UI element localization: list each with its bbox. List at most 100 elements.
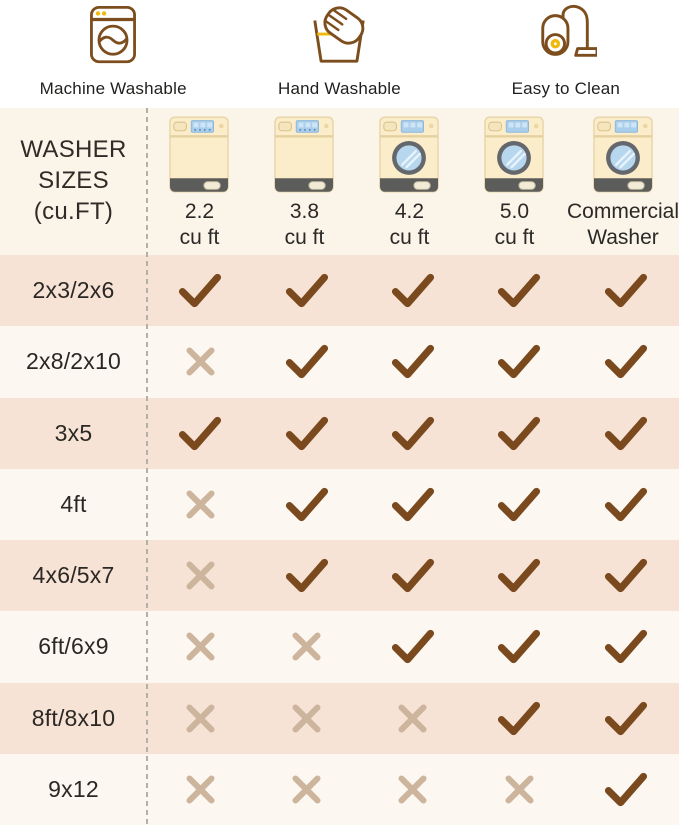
- check-mark-cell: [573, 398, 679, 469]
- corner-header-line: SIZES: [38, 167, 109, 195]
- table-rows: 2x3/2x6 2x8/2x10 3x5: [0, 255, 679, 825]
- check-icon: [285, 416, 328, 450]
- check-mark-cell: [253, 540, 359, 611]
- check-mark-cell: [466, 255, 572, 326]
- check-icon: [604, 630, 647, 664]
- table-row: 9x12: [0, 753, 679, 825]
- cross-icon: [186, 490, 215, 519]
- check-mark-cell: [573, 683, 679, 754]
- column-unit-label: cu ft: [389, 226, 430, 250]
- cross-icon: [186, 775, 215, 804]
- row-size-label: 2x3/2x6: [32, 277, 115, 304]
- corner-header: WASHER SIZES (cu.FT): [0, 108, 147, 255]
- check-mark-cell: [253, 255, 359, 326]
- check-mark-cell: [573, 326, 679, 397]
- corner-header-line: WASHER: [20, 136, 127, 164]
- check-icon: [604, 345, 647, 379]
- washer-topload-icon: [169, 116, 230, 196]
- compatibility-table: WASHER SIZES (cu.FT): [0, 108, 679, 825]
- check-icon: [391, 273, 435, 308]
- cross-icon: [186, 704, 215, 733]
- check-mark-cell: [147, 398, 253, 469]
- washing-machine-icon: [83, 3, 143, 67]
- check-mark-cell: [253, 398, 359, 469]
- check-icon: [285, 273, 328, 308]
- cross-mark-cell: [147, 683, 253, 754]
- column-header-2-2: 2.2 cu ft: [147, 108, 252, 255]
- vacuum-icon: [535, 3, 597, 67]
- cross-icon: [186, 347, 215, 376]
- column-size-label: 5.0: [499, 200, 530, 223]
- check-icon: [498, 345, 541, 379]
- table-row: 4x6/5x7: [0, 540, 679, 612]
- cross-mark-cell: [466, 754, 572, 825]
- check-icon: [285, 487, 328, 522]
- column-header-4-2: 4.2 cu ft: [357, 108, 462, 255]
- cross-icon: [292, 775, 321, 804]
- check-mark-cell: [573, 611, 679, 682]
- check-mark-cell: [573, 255, 679, 326]
- check-mark-cell: [360, 398, 466, 469]
- table-row: 8ft/8x10: [0, 682, 679, 754]
- cross-mark-cell: [360, 754, 466, 825]
- washer-frontload-icon: [484, 116, 545, 196]
- table-header-row: WASHER SIZES (cu.FT): [0, 108, 679, 255]
- feature-label: Easy to Clean: [511, 79, 621, 98]
- cross-mark-cell: [360, 683, 466, 754]
- row-size-label: 4ft: [60, 490, 87, 517]
- feature-label: Hand Washable: [278, 79, 401, 98]
- check-icon: [604, 273, 647, 308]
- check-mark-cell: [466, 398, 572, 469]
- corner-header-line: (cu.FT): [33, 197, 114, 225]
- check-icon: [391, 630, 435, 664]
- feature-easy-to-clean: Easy to Clean: [453, 3, 679, 108]
- cross-mark-cell: [253, 683, 359, 754]
- check-mark-cell: [360, 540, 466, 611]
- cross-icon: [505, 775, 534, 804]
- check-mark-cell: [253, 326, 359, 397]
- check-icon: [498, 416, 541, 450]
- check-mark-cell: [466, 540, 572, 611]
- check-icon: [391, 345, 435, 379]
- column-unit-label: cu ft: [179, 226, 220, 250]
- check-mark-cell: [147, 255, 253, 326]
- check-mark-cell: [573, 469, 679, 540]
- row-size-label: 3x5: [54, 419, 93, 446]
- cross-mark-cell: [147, 611, 253, 682]
- column-unit-label: Washer: [587, 226, 659, 250]
- cross-icon: [398, 775, 428, 804]
- column-size-label: Commercial: [566, 200, 679, 223]
- table-row: 3x5: [0, 397, 679, 469]
- check-icon: [498, 273, 541, 308]
- check-icon: [604, 487, 647, 522]
- washer-frontload-icon: [593, 116, 653, 196]
- check-icon: [604, 558, 647, 593]
- check-icon: [391, 487, 435, 522]
- washer-topload-icon: [274, 116, 335, 196]
- column-header-3-8: 3.8 cu ft: [252, 108, 357, 255]
- check-icon: [285, 558, 328, 593]
- check-icon: [498, 701, 541, 735]
- check-icon: [179, 273, 222, 308]
- check-mark-cell: [253, 469, 359, 540]
- row-size-label: 2x8/2x10: [26, 348, 121, 375]
- table-row: 2x3/2x6: [0, 255, 679, 327]
- hand-wash-icon: [308, 3, 370, 67]
- check-mark-cell: [573, 754, 679, 825]
- table-row: 2x8/2x10: [0, 326, 679, 398]
- check-icon: [604, 701, 647, 735]
- table-row: 4ft: [0, 468, 679, 540]
- washer-frontload-icon: [379, 116, 440, 196]
- check-icon: [604, 772, 647, 807]
- cross-mark-cell: [147, 326, 253, 397]
- row-size-label: 6ft/6x9: [38, 633, 109, 660]
- column-unit-label: cu ft: [284, 226, 325, 250]
- feature-label: Machine Washable: [39, 79, 187, 98]
- check-icon: [498, 487, 541, 522]
- column-size-label: 4.2: [394, 200, 425, 223]
- check-icon: [391, 416, 435, 450]
- feature-hand-washable: Hand Washable: [226, 3, 452, 108]
- check-mark-cell: [573, 540, 679, 611]
- column-size-label: 2.2: [184, 200, 215, 223]
- check-icon: [498, 558, 541, 593]
